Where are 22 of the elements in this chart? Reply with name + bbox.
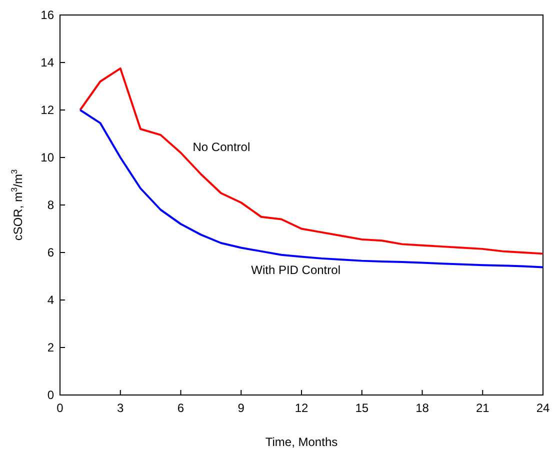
y-tick-label: 14 (40, 56, 54, 70)
x-tick-label: 9 (238, 401, 245, 415)
x-tick-label: 15 (355, 401, 369, 415)
line-series (79, 67, 544, 255)
x-tick-label: 24 (536, 401, 550, 415)
y-tick-label: 12 (40, 103, 54, 117)
y-tick-label: 4 (47, 293, 54, 307)
x-tick-label: 0 (56, 401, 64, 415)
series-label: No Control (192, 140, 250, 154)
y-tick-label: 6 (47, 246, 54, 260)
x-tick-label: 3 (117, 401, 124, 415)
x-tick-label: 21 (476, 401, 490, 415)
y-tick-label: 2 (47, 340, 54, 354)
y-tick-label: 0 (47, 388, 54, 402)
y-tick-label: 8 (47, 198, 54, 212)
x-tick-label: 18 (416, 401, 430, 415)
x-tick-label: 12 (294, 401, 308, 415)
y-tick-label: 16 (40, 8, 54, 22)
x-tick-label: 6 (177, 401, 184, 415)
y-tick-label: 10 (40, 150, 54, 164)
series-label: With PID Control (251, 262, 340, 277)
x-axis-title: Time, Months (265, 435, 338, 449)
